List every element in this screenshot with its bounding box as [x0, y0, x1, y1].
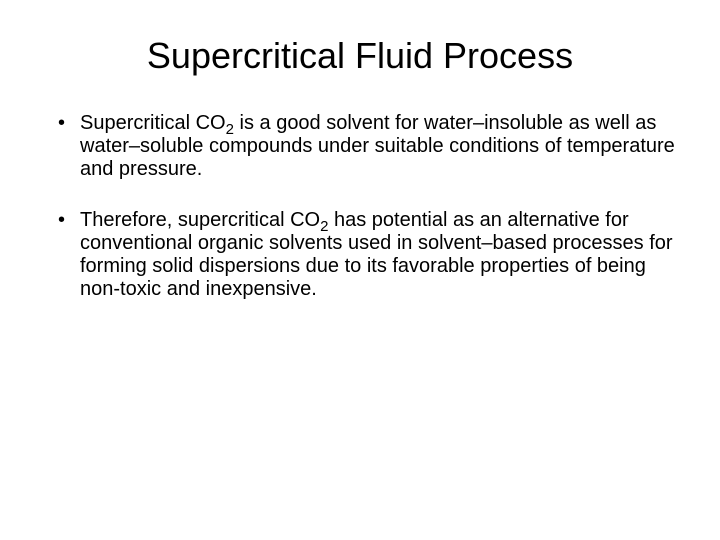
bullet-item: Supercritical CO2 is a good solvent for … — [58, 112, 680, 181]
bullet-item: Therefore, supercritical CO2 has potenti… — [58, 209, 680, 301]
bullet-list: Supercritical CO2 is a good solvent for … — [40, 112, 680, 301]
slide-title: Supercritical Fluid Process — [40, 35, 680, 77]
bullet-text-pre: Supercritical CO — [80, 112, 226, 134]
bullet-text-pre: Therefore, supercritical CO — [80, 209, 320, 231]
